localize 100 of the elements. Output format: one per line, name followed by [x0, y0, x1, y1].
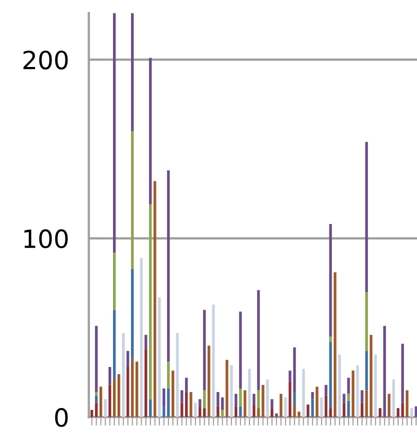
bar: [162, 388, 166, 406]
bar: [342, 394, 346, 403]
bar: [342, 402, 346, 418]
bar: [306, 404, 310, 418]
bar: [172, 370, 174, 418]
bar: [113, 310, 116, 380]
bar: [347, 378, 350, 394]
bar: [94, 392, 98, 396]
bar: [365, 142, 368, 292]
bar: [329, 336, 332, 342]
bar: [293, 392, 296, 405]
bar: [383, 326, 386, 418]
bar: [108, 384, 112, 418]
bar: [167, 170, 170, 362]
bar: [329, 224, 332, 337]
bar: [257, 290, 260, 390]
bar: [104, 399, 107, 418]
bar: [360, 402, 364, 418]
bar: [392, 380, 395, 418]
bar: [374, 354, 377, 418]
bar: [154, 181, 156, 418]
bar: [239, 312, 242, 388]
y-tick-label: 200: [23, 50, 68, 70]
bar: [158, 297, 161, 418]
bar: [190, 392, 192, 418]
bar: [248, 368, 251, 418]
bar: [198, 399, 202, 406]
bar: [252, 394, 256, 405]
bar: [239, 388, 242, 406]
bar: [356, 365, 359, 418]
bar: [406, 390, 408, 418]
bar: [347, 400, 350, 418]
bar: [94, 402, 98, 418]
bar: [275, 413, 278, 418]
bar: [136, 362, 138, 418]
bar: [329, 342, 332, 408]
bar: [208, 346, 210, 418]
bar: [113, 380, 116, 418]
bar: [140, 258, 143, 418]
bar: [270, 399, 274, 408]
bar: [113, 252, 116, 310]
bar: [378, 408, 382, 418]
bar: [167, 388, 170, 418]
bar: [324, 384, 328, 396]
bar: [212, 304, 215, 418]
bar: [108, 367, 112, 385]
bar: [216, 406, 220, 418]
bar: [203, 390, 206, 408]
bar: [352, 370, 354, 418]
bar: [167, 362, 170, 388]
bar: [302, 368, 305, 418]
bar: [162, 406, 166, 418]
bar: [338, 354, 341, 418]
bar: [320, 397, 323, 418]
bar: [360, 390, 364, 403]
bar: [126, 367, 130, 418]
y-tick-label: 100: [24, 229, 68, 248]
bar: [388, 394, 390, 418]
bar: [131, 268, 134, 360]
bar: [288, 381, 292, 418]
bar: [176, 333, 179, 418]
bar: [99, 386, 102, 418]
bar: [311, 399, 314, 418]
bar: [244, 390, 246, 418]
bar: [149, 399, 152, 418]
bar: [131, 131, 134, 269]
bar: [194, 402, 197, 418]
bar: [126, 350, 130, 368]
bar: [266, 380, 269, 418]
bar: [365, 350, 368, 390]
bar: [90, 410, 94, 418]
bar: [221, 410, 224, 418]
y-tick-label: 0: [55, 408, 68, 427]
bar: [149, 204, 152, 400]
bar: [257, 390, 260, 408]
bar: [270, 408, 274, 418]
bar: [334, 272, 336, 418]
bar: [347, 394, 350, 401]
bar: [230, 365, 233, 418]
bar: [94, 396, 98, 403]
bar: [234, 394, 238, 406]
bar: [401, 344, 404, 403]
bar: [252, 404, 256, 418]
bar: [94, 326, 98, 392]
bar: [144, 349, 148, 418]
bar: [226, 360, 228, 418]
bar: [311, 392, 314, 400]
bar: [234, 406, 238, 418]
bar: [131, 13, 134, 132]
bar: [203, 310, 206, 390]
bar: [414, 406, 417, 418]
bar: [122, 333, 125, 418]
bar: [316, 386, 318, 418]
bar: [113, 13, 116, 253]
bar: [284, 397, 287, 418]
bar: [280, 394, 282, 418]
bar: [365, 292, 368, 351]
bar: [239, 406, 242, 418]
bar: [144, 334, 148, 350]
bar: [131, 360, 134, 418]
